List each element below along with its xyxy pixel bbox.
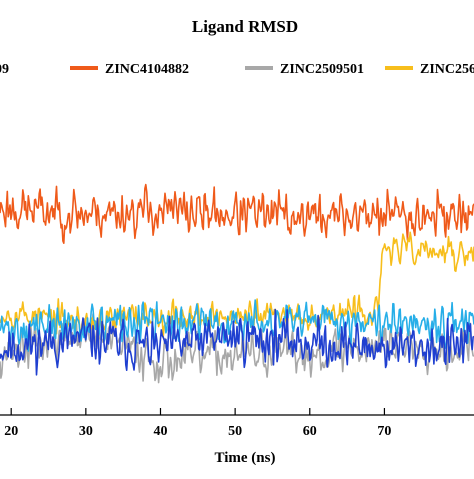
x-tick-label-30: 30: [79, 424, 93, 439]
plot-area: [0, 183, 474, 384]
axes: 20 30 40 50 60 70: [0, 408, 474, 439]
x-tick-label-20: 20: [4, 424, 18, 439]
x-tick-label-50: 50: [228, 424, 242, 439]
x-tick-label-60: 60: [303, 424, 317, 439]
chart-title: Ligand RMSD: [192, 17, 298, 36]
x-axis-label: Time (ns): [215, 450, 276, 466]
series-line-2: [0, 183, 474, 244]
series-line-5: [0, 299, 474, 352]
legend-label-2: ZINC4104882: [105, 62, 189, 77]
legend-label-4: ZINC256: [420, 62, 474, 77]
legend-label-3: ZINC2509501: [280, 62, 364, 77]
x-tick-label-70: 70: [377, 424, 391, 439]
x-tick-label-40: 40: [153, 424, 167, 439]
legend: 09 ZINC4104882 ZINC2509501 ZINC256: [0, 62, 474, 77]
series-line-1: [0, 308, 474, 376]
legend-label-1: 09: [0, 62, 9, 77]
